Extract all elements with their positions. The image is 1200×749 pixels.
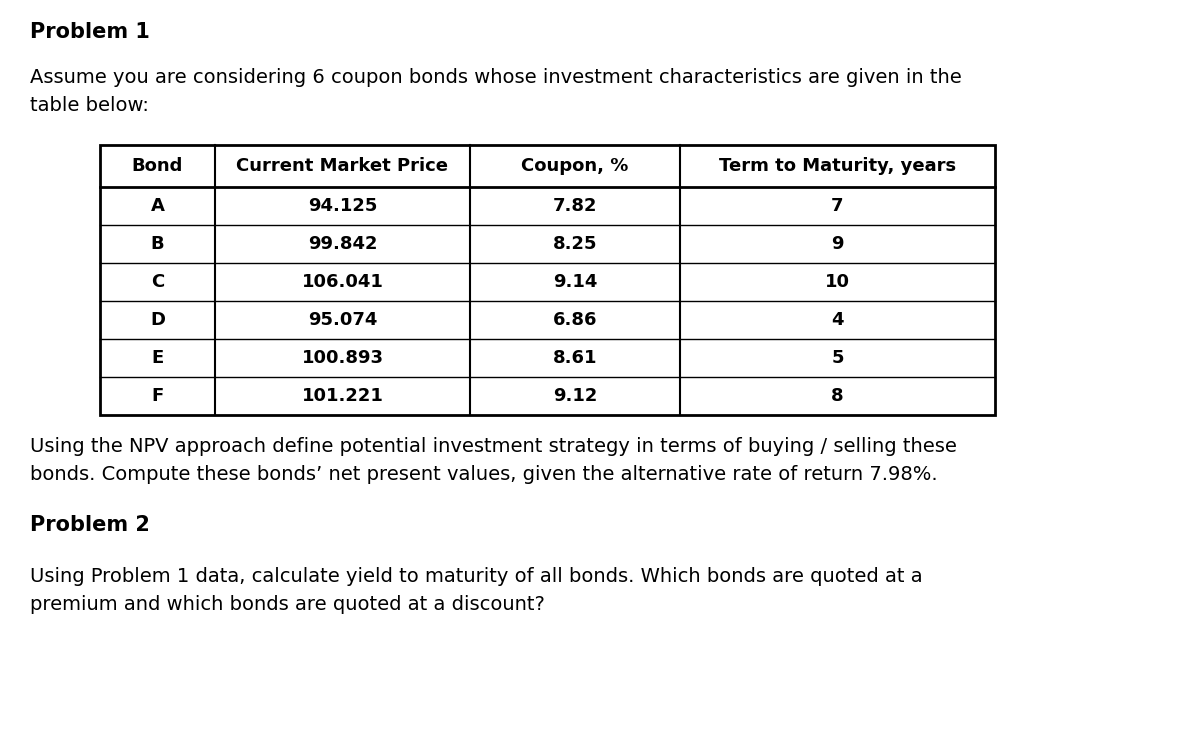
Text: 5: 5	[832, 349, 844, 367]
Text: 6.86: 6.86	[553, 311, 598, 329]
Text: 99.842: 99.842	[307, 235, 377, 253]
Text: B: B	[151, 235, 164, 253]
Text: E: E	[151, 349, 163, 367]
Text: F: F	[151, 387, 163, 405]
Text: Problem 2: Problem 2	[30, 515, 150, 535]
Text: 4: 4	[832, 311, 844, 329]
Text: Using the NPV approach define potential investment strategy in terms of buying /: Using the NPV approach define potential …	[30, 437, 956, 456]
Text: C: C	[151, 273, 164, 291]
Text: D: D	[150, 311, 166, 329]
Text: 94.125: 94.125	[308, 197, 377, 215]
Text: 10: 10	[826, 273, 850, 291]
Text: 9.14: 9.14	[553, 273, 598, 291]
Text: 100.893: 100.893	[301, 349, 384, 367]
Bar	[100, 145, 995, 415]
Text: 8.25: 8.25	[553, 235, 598, 253]
Text: Problem 1: Problem 1	[30, 22, 150, 42]
Text: 9.12: 9.12	[553, 387, 598, 405]
Text: Current Market Price: Current Market Price	[236, 157, 449, 175]
Text: 7.82: 7.82	[553, 197, 598, 215]
Text: table below:: table below:	[30, 96, 149, 115]
Text: Bond: Bond	[132, 157, 184, 175]
Text: premium and which bonds are quoted at a discount?: premium and which bonds are quoted at a …	[30, 595, 545, 614]
Text: Using Problem 1 data, calculate yield to maturity of all bonds. Which bonds are : Using Problem 1 data, calculate yield to…	[30, 567, 923, 586]
Text: 9: 9	[832, 235, 844, 253]
Text: 8.61: 8.61	[553, 349, 598, 367]
Text: bonds. Compute these bonds’ net present values, given the alternative rate of re: bonds. Compute these bonds’ net present …	[30, 465, 937, 484]
Text: 106.041: 106.041	[301, 273, 384, 291]
Text: 8: 8	[832, 387, 844, 405]
Text: Term to Maturity, years: Term to Maturity, years	[719, 157, 956, 175]
Text: 7: 7	[832, 197, 844, 215]
Text: Assume you are considering 6 coupon bonds whose investment characteristics are g: Assume you are considering 6 coupon bond…	[30, 68, 961, 87]
Text: 101.221: 101.221	[301, 387, 384, 405]
Text: Coupon, %: Coupon, %	[521, 157, 629, 175]
Text: A: A	[150, 197, 164, 215]
Text: 95.074: 95.074	[308, 311, 377, 329]
